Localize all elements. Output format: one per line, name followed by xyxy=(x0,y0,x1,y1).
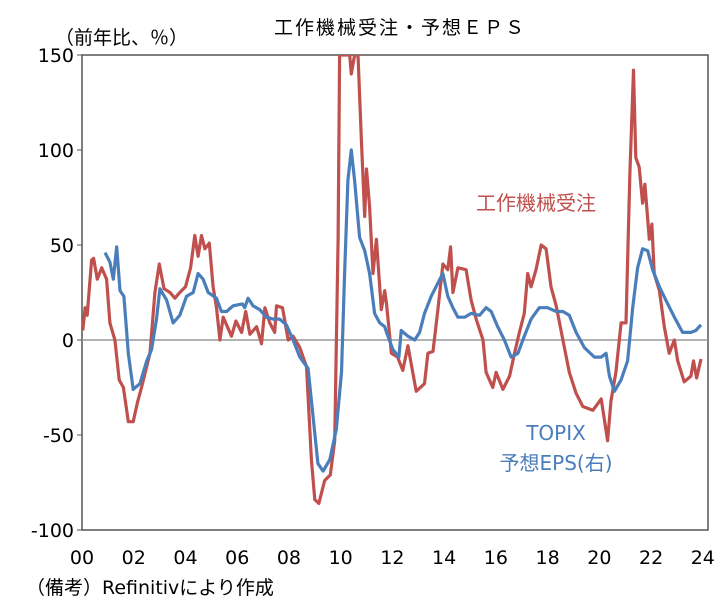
y-axis-label: （前年比、％） xyxy=(55,27,188,49)
chart-title: 工作機械受注・予想ＥＰＳ xyxy=(274,17,526,39)
series-group xyxy=(82,55,703,505)
x-tick-label: 16 xyxy=(484,547,508,569)
x-tick-label: 20 xyxy=(587,547,611,569)
legend-label-topix-line1: TOPIX xyxy=(525,421,586,445)
y-tick-label: 100 xyxy=(38,140,74,162)
y-tick-label: -100 xyxy=(31,520,74,542)
plot-frame xyxy=(81,54,709,531)
x-tick-label: 04 xyxy=(173,547,197,569)
y-tick-label: 0 xyxy=(62,330,74,352)
y-tick-label: 150 xyxy=(38,45,74,67)
x-tick-label: 10 xyxy=(329,547,353,569)
x-tick-label: 00 xyxy=(70,547,94,569)
x-tick-label: 24 xyxy=(691,547,715,569)
x-tick-label: 22 xyxy=(639,547,663,569)
x-tick-label: 08 xyxy=(277,547,301,569)
source-note: （備考）Refinitivにより作成 xyxy=(26,577,274,599)
y-tick-label: -50 xyxy=(43,425,74,447)
series-line-topix-eps xyxy=(103,148,703,473)
y-tick-label: 50 xyxy=(50,235,74,257)
axes: -100 -50 0 50 100 150 00 02 04 06 08 10 12 14 16 18 20 22… xyxy=(31,45,715,569)
x-tick-label: 06 xyxy=(225,547,249,569)
legend-label-topix-line2: 予想EPS(右) xyxy=(500,451,613,475)
x-tick-label: 14 xyxy=(432,547,456,569)
series-line-machine-tool-orders xyxy=(82,55,703,505)
x-tick-label: 02 xyxy=(122,547,146,569)
legend-label-machine-tool-orders: 工作機械受注 xyxy=(476,191,596,215)
x-tick-label: 12 xyxy=(380,547,404,569)
x-tick-label: 18 xyxy=(536,547,560,569)
